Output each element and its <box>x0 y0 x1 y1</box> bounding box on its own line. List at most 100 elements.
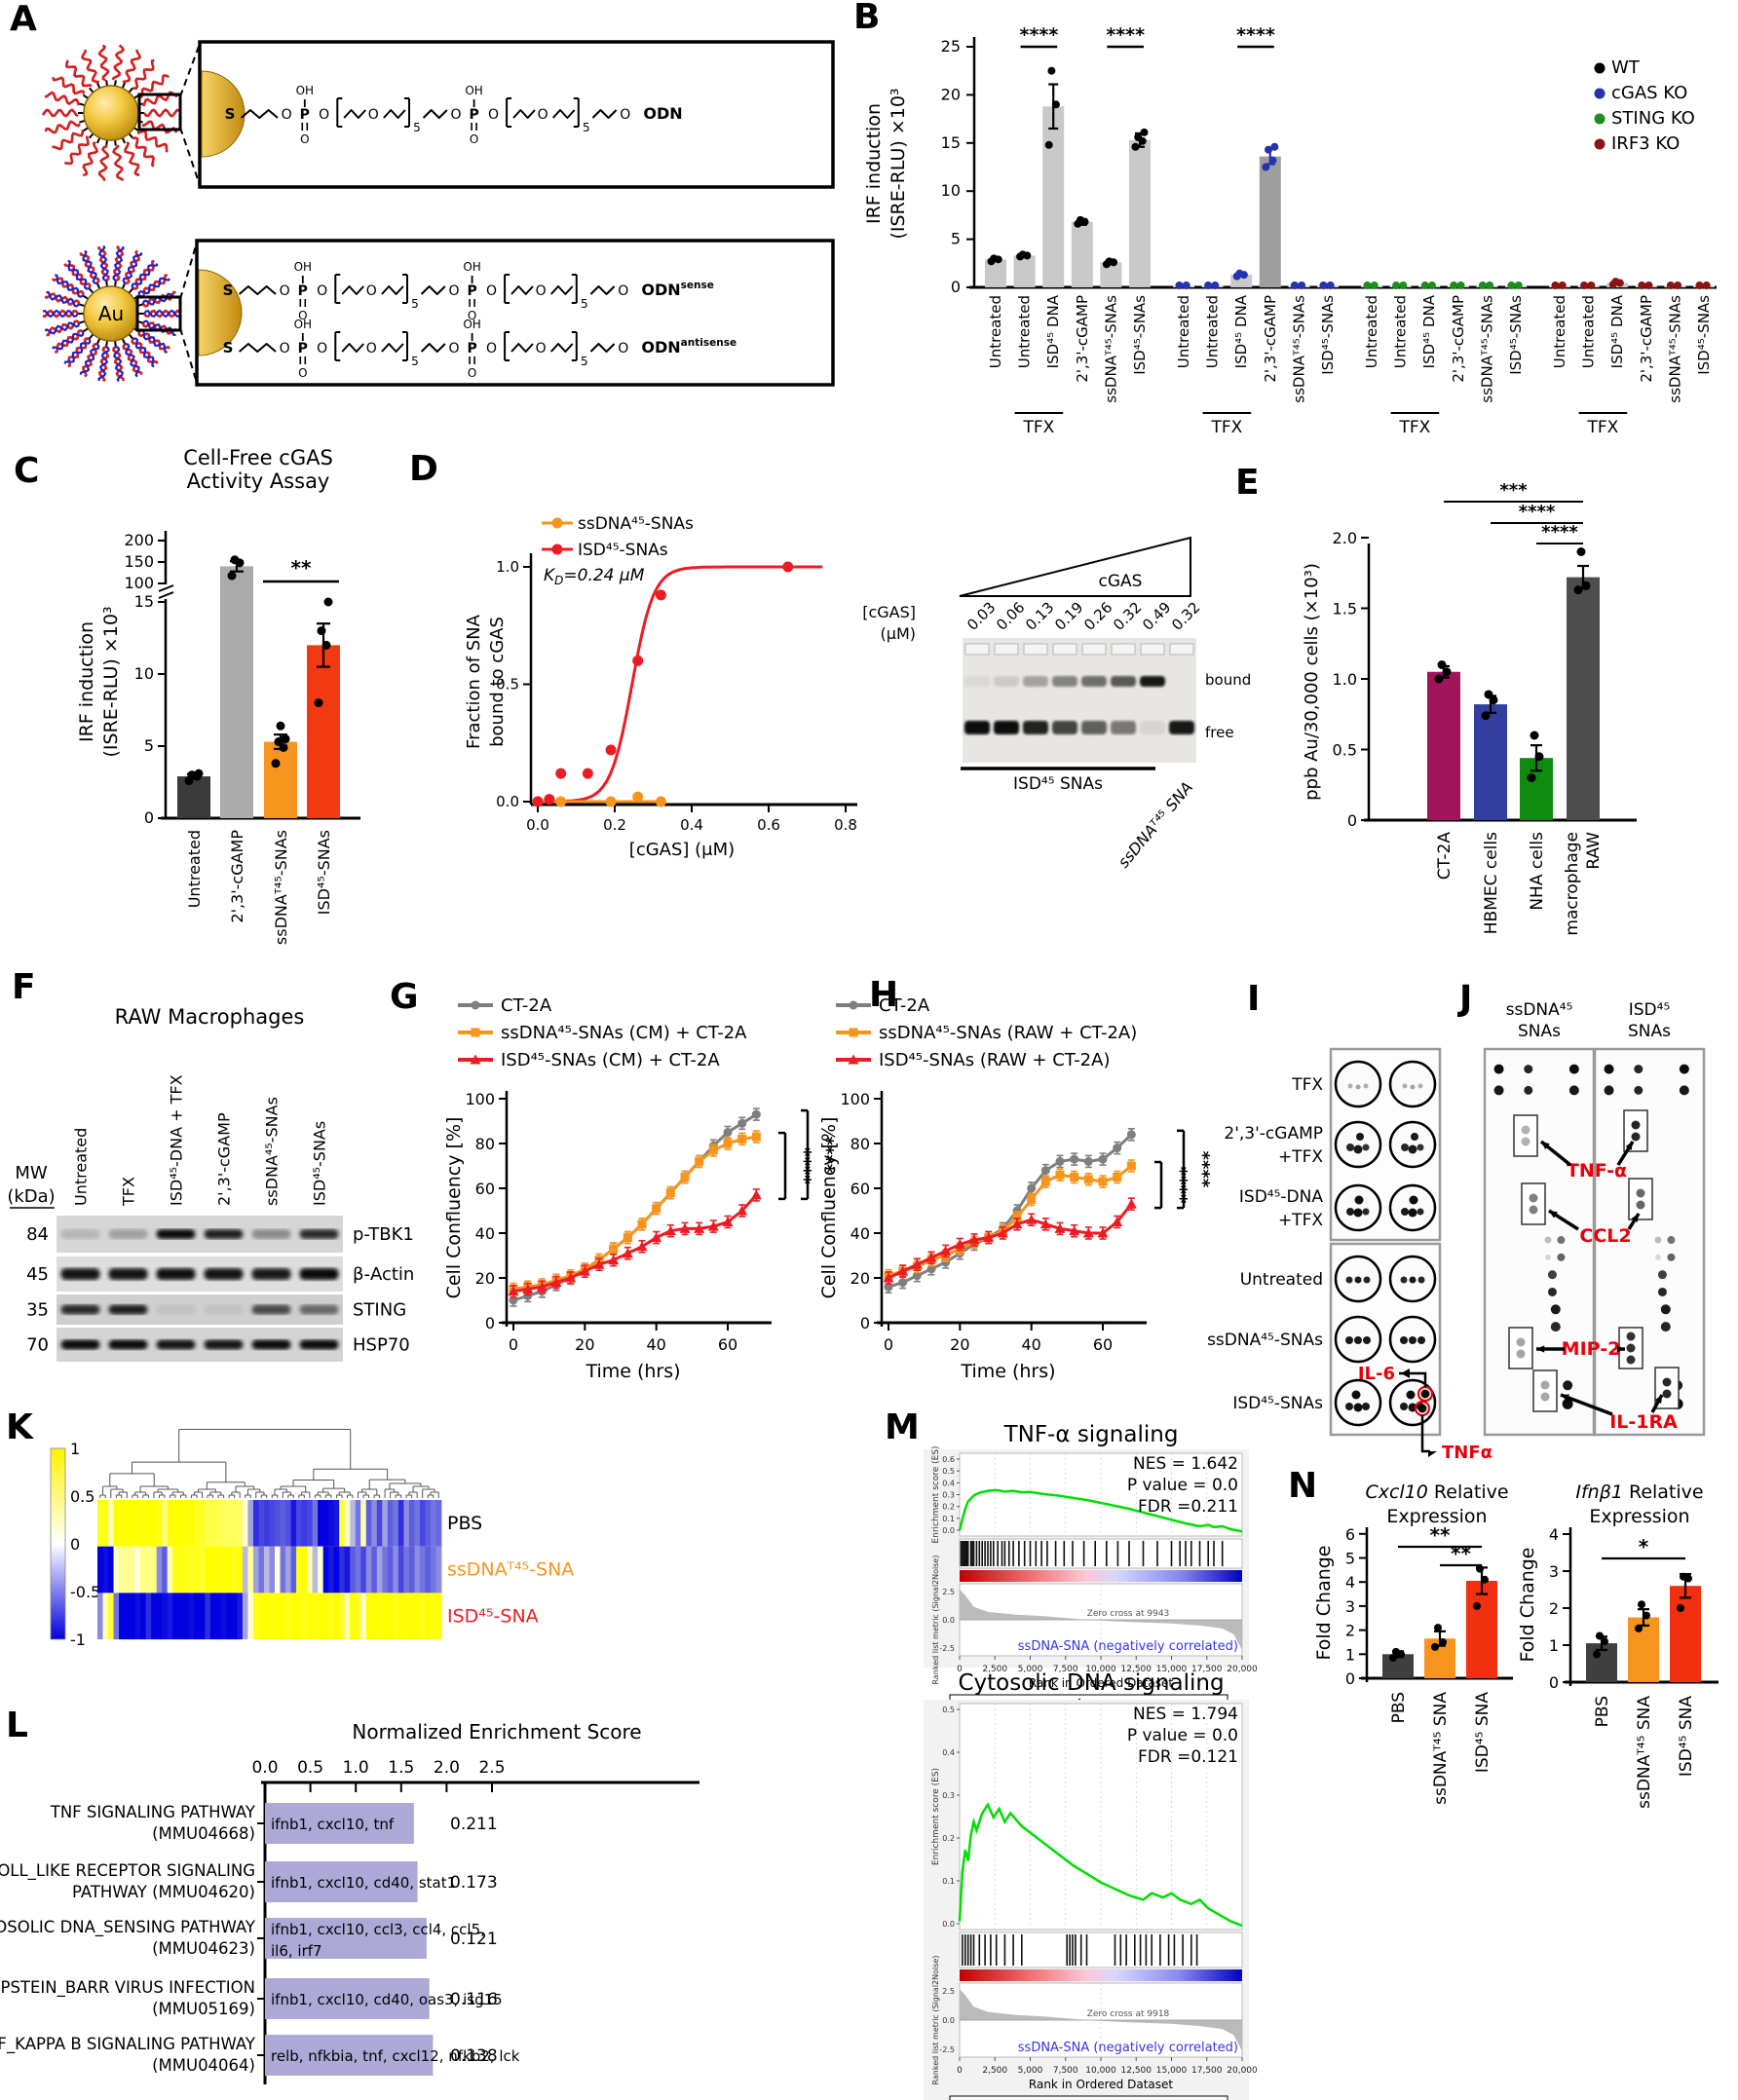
gel-band-bound <box>1023 676 1048 687</box>
heatmap-cell <box>393 1546 399 1594</box>
bond-zigzag <box>383 109 406 119</box>
heatmap-cell <box>318 1593 324 1640</box>
atom-o: O <box>366 341 377 356</box>
heatmap-cell <box>263 1593 270 1640</box>
atom-p: P <box>467 283 476 299</box>
cytokine-dot <box>1363 1336 1371 1344</box>
y-axis-label: Cell Confluency [%] <box>443 1117 465 1299</box>
gel-band-free <box>1081 721 1107 734</box>
cytokine-dot <box>1562 1398 1573 1409</box>
heatmap-cell <box>333 1546 340 1594</box>
negative-label: ssDNA-SNA (negatively correlated) <box>1018 2041 1238 2055</box>
x-tick-label: 7,500 <box>1053 1665 1078 1674</box>
cytokine-dot <box>1516 1337 1526 1347</box>
x-tick-label: RAW <box>1584 832 1604 870</box>
data-point <box>632 791 644 803</box>
cytokine-dot <box>1547 1287 1557 1296</box>
heatmap-cell <box>301 1500 308 1547</box>
cytokine-dot <box>1544 1254 1551 1260</box>
marker-circle <box>941 1257 951 1267</box>
series-line <box>888 1203 1133 1280</box>
heatmap-cell <box>102 1546 109 1594</box>
gel-well <box>994 643 1019 656</box>
marker-circle <box>884 1282 893 1292</box>
gel-well <box>1169 643 1194 656</box>
bar <box>307 645 340 818</box>
heatmap-row-label: PBS <box>447 1513 482 1534</box>
cytokine-dot <box>1402 1083 1408 1089</box>
cytokine-dot <box>1557 1253 1566 1261</box>
heatmap-cell <box>355 1500 361 1547</box>
heatmap-cell <box>177 1546 184 1594</box>
data-point <box>1580 281 1589 289</box>
heatmap-cell <box>140 1593 147 1640</box>
y-tick-label: 0 <box>860 1314 870 1332</box>
cytokine-dot <box>1662 1377 1672 1387</box>
gel-well <box>1140 643 1165 656</box>
marker-square <box>665 1188 675 1198</box>
heatmap-cell <box>183 1546 190 1594</box>
marker-box <box>1532 1369 1558 1412</box>
y-tick-label: 2 <box>1549 1599 1559 1618</box>
heatmap-cell <box>237 1500 244 1547</box>
panel-letter-l: L <box>6 1706 28 1745</box>
panel-letter-i: I <box>1247 979 1261 1019</box>
heatmap-cell <box>130 1593 136 1640</box>
significance: **** <box>1236 24 1275 46</box>
es-tick: 0.1 <box>942 1515 955 1523</box>
y-tick-label: 100 <box>124 574 154 592</box>
x-tick-label: Untreated <box>1551 295 1568 368</box>
data-point <box>1392 281 1401 289</box>
dna-strand <box>65 59 93 88</box>
kd-label: KD=0.24 μM <box>544 566 645 587</box>
data-point <box>1270 142 1279 151</box>
bar <box>1567 577 1600 820</box>
data-point <box>1105 257 1114 266</box>
dna-strand <box>41 108 79 118</box>
data-point <box>1558 281 1567 289</box>
x-tick-label: 2,500 <box>982 2066 1007 2076</box>
cytokine-dot <box>1657 1287 1667 1296</box>
x-tick-label: PBS <box>1593 1696 1612 1727</box>
enrichment-curve <box>958 1488 1243 1533</box>
gel-band-free <box>1111 721 1136 734</box>
x-tick-label: ISD⁴⁵-SNAs <box>1131 295 1149 375</box>
x-tick-label: 2.0 <box>434 1758 460 1778</box>
y-tick-label: 5 <box>144 736 154 755</box>
dna-strand <box>132 337 155 368</box>
dna-strand <box>112 144 125 182</box>
heatmap-cell <box>419 1546 426 1594</box>
marker-triangle <box>883 1272 894 1283</box>
data-point <box>1486 281 1494 289</box>
heatmap-cell <box>430 1593 436 1640</box>
data-point <box>1370 281 1379 289</box>
legend-label: CT-2A <box>501 995 552 1016</box>
atom-s: S <box>225 105 236 123</box>
heatmap-cell <box>167 1593 173 1640</box>
marker-box <box>1513 1114 1538 1157</box>
heatmap-cell <box>408 1546 415 1594</box>
heatmap-cell <box>307 1500 314 1547</box>
atom-p: P <box>298 341 308 356</box>
cytokine-dot <box>1521 1137 1530 1146</box>
heatmap-cell <box>285 1500 291 1547</box>
cytokine-dot <box>1417 1336 1425 1344</box>
heatmap-cell <box>156 1546 163 1594</box>
dotblot-well <box>1334 1378 1382 1427</box>
heatmap-cell <box>397 1546 404 1594</box>
y-tick-label: 4 <box>1345 1573 1355 1592</box>
heatmap-cell <box>205 1546 211 1594</box>
heatmap-cell <box>205 1500 211 1547</box>
x-tick-label: Untreated <box>1204 295 1222 368</box>
data-point <box>1437 660 1447 669</box>
marker-triangle <box>1125 1198 1137 1209</box>
gel-lane-label: 0.06 <box>993 598 1028 633</box>
cytokine-dot <box>1550 1322 1561 1332</box>
arrow-head <box>1428 1445 1437 1457</box>
heatmap-cell <box>162 1546 169 1594</box>
x-tick-label: ISD⁴⁵-SNAs <box>315 830 333 915</box>
atom-o: O <box>298 309 307 322</box>
heatmap-cell <box>162 1593 169 1640</box>
x-tick-label: Untreated <box>185 830 204 908</box>
heatmap-cell <box>156 1500 163 1547</box>
